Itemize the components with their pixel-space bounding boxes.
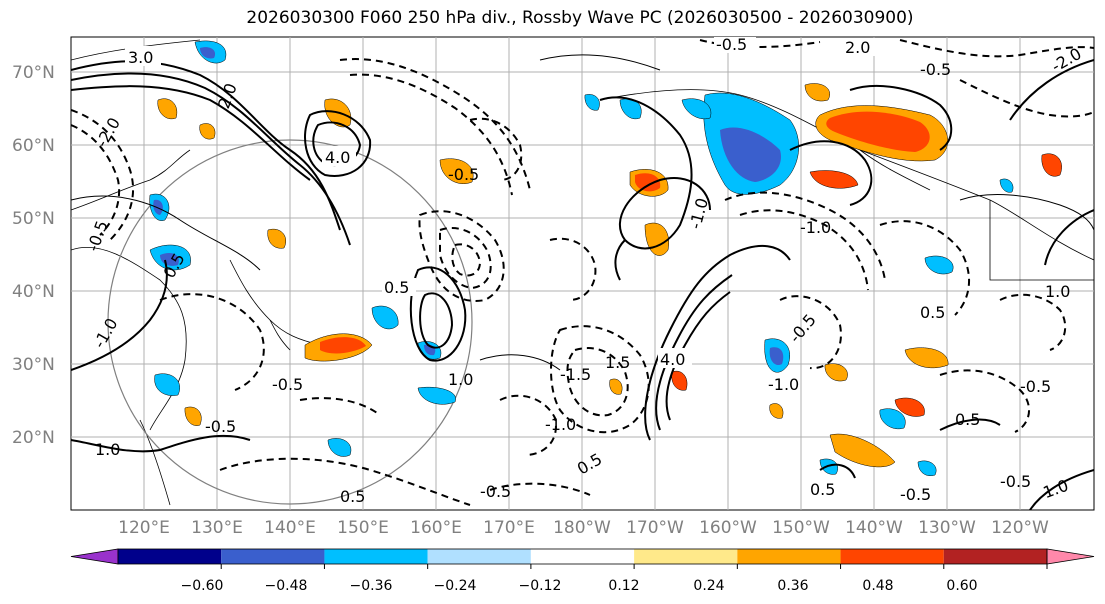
colorbar-tick-label: −0.12 (519, 578, 562, 594)
colorbar-tick-label: 0.60 (946, 578, 977, 594)
contour-label: -0.5 (900, 485, 931, 504)
colorbar-tick-label: −0.36 (350, 578, 393, 594)
contour-label: 0.5 (920, 303, 945, 322)
colorbar-segment (943, 549, 1047, 564)
colorbar-segments (70, 548, 1095, 569)
contour-label: -0.5 (1020, 377, 1051, 396)
contour-label: 2.0 (845, 38, 870, 57)
colorbar-outline (117, 548, 1048, 565)
colorbar-tick-label: −0.48 (265, 578, 308, 594)
colorbar-segment (118, 549, 222, 564)
colorbar-segment (530, 549, 635, 564)
contour-label: 1.0 (1045, 282, 1070, 301)
contour-label: -0.5 (272, 375, 303, 394)
contour-label: 3.0 (128, 48, 153, 67)
contour-label: -1.0 (800, 218, 831, 237)
latitude-labels: 70°N 60°N 50°N 40°N 30°N 20°N (12, 63, 55, 448)
lat-label: 60°N (12, 136, 55, 156)
colorbar-tick-label: 0.12 (608, 578, 639, 594)
contour-label: 4.0 (325, 148, 350, 167)
contour-labels: 3.0 2.0 -2.0 4.0 -0.5 -1.0 0.5 1.0 1.5 -… (83, 35, 1085, 506)
map-title: 2026030300 F060 250 hPa div., Rossby Wav… (246, 8, 914, 28)
lat-label: 30°N (12, 355, 55, 375)
longitude-labels: 120°E 130°E 140°E 150°E 160°E 170°E 180°… (118, 518, 1049, 538)
contour-label: -0.5 (448, 165, 479, 184)
lon-label: 150°W (772, 518, 830, 538)
positive-contours (71, 59, 1094, 510)
lon-label: 130°W (918, 518, 976, 538)
colorbar-segment (427, 549, 531, 564)
contour-label: -1.0 (768, 375, 799, 394)
lon-label: 160°E (410, 518, 462, 538)
colorbar: −0.60 −0.48 −0.36 −0.24 −0.12 0.12 0.24 … (70, 548, 1095, 594)
contour-label: -0.5 (205, 417, 236, 436)
contour-label: -0.5 (716, 35, 747, 54)
lon-label: 160°W (699, 518, 757, 538)
colorbar-segment (221, 549, 325, 564)
contour-label: -0.5 (1000, 472, 1031, 491)
contour-label: -1.5 (560, 365, 591, 384)
lon-label: 120°W (991, 518, 1049, 538)
contour-label: 0.5 (810, 480, 835, 499)
contour-label: 0.5 (955, 410, 980, 429)
colorbar-segment (737, 549, 841, 564)
lon-label: 130°E (191, 518, 243, 538)
colorbar-segment (324, 549, 428, 564)
colorbar-tick-label: 0.24 (693, 578, 724, 594)
lon-label: 150°E (337, 518, 389, 538)
lon-label: 180°W (553, 518, 611, 538)
zero-contours (71, 54, 1094, 371)
lat-label: 70°N (12, 63, 55, 83)
colorbar-tick-label: −0.24 (434, 578, 477, 594)
positive-divergence-shading (157, 83, 1062, 468)
lat-label: 20°N (12, 428, 55, 448)
colorbar-extend-max (1046, 548, 1095, 565)
colorbar-segment (634, 549, 738, 564)
contour-label: -0.5 (920, 60, 951, 79)
colorbar-tick-label: −0.60 (181, 578, 224, 594)
lon-label: 140°E (264, 518, 316, 538)
negative-divergence-shading (149, 40, 1014, 476)
lon-label: 170°W (626, 518, 684, 538)
reference-circle (107, 139, 473, 505)
lon-label: 140°W (845, 518, 903, 538)
contour-label: 1.0 (448, 370, 473, 389)
colorbar-tick-label: 0.48 (862, 578, 893, 594)
contour-label: 0.5 (340, 487, 365, 506)
contour-label: 1.0 (95, 440, 120, 459)
contour-label: 1.5 (605, 353, 630, 372)
lat-label: 40°N (12, 282, 55, 302)
contour-label: 4.0 (660, 350, 685, 369)
colorbar-ticks: −0.60 −0.48 −0.36 −0.24 −0.12 0.12 0.24 … (181, 578, 978, 594)
contour-label: 0.5 (384, 278, 409, 297)
lon-label: 170°E (483, 518, 535, 538)
contour-label: -1.0 (545, 415, 576, 434)
negative-contours (71, 39, 1094, 506)
contour-label: -0.5 (480, 482, 511, 501)
lon-label: 120°E (118, 518, 170, 538)
colorbar-extend-min (70, 548, 119, 565)
colorbar-segment (840, 549, 944, 564)
lat-label: 50°N (12, 209, 55, 229)
colorbar-tick-label: 0.36 (777, 578, 808, 594)
